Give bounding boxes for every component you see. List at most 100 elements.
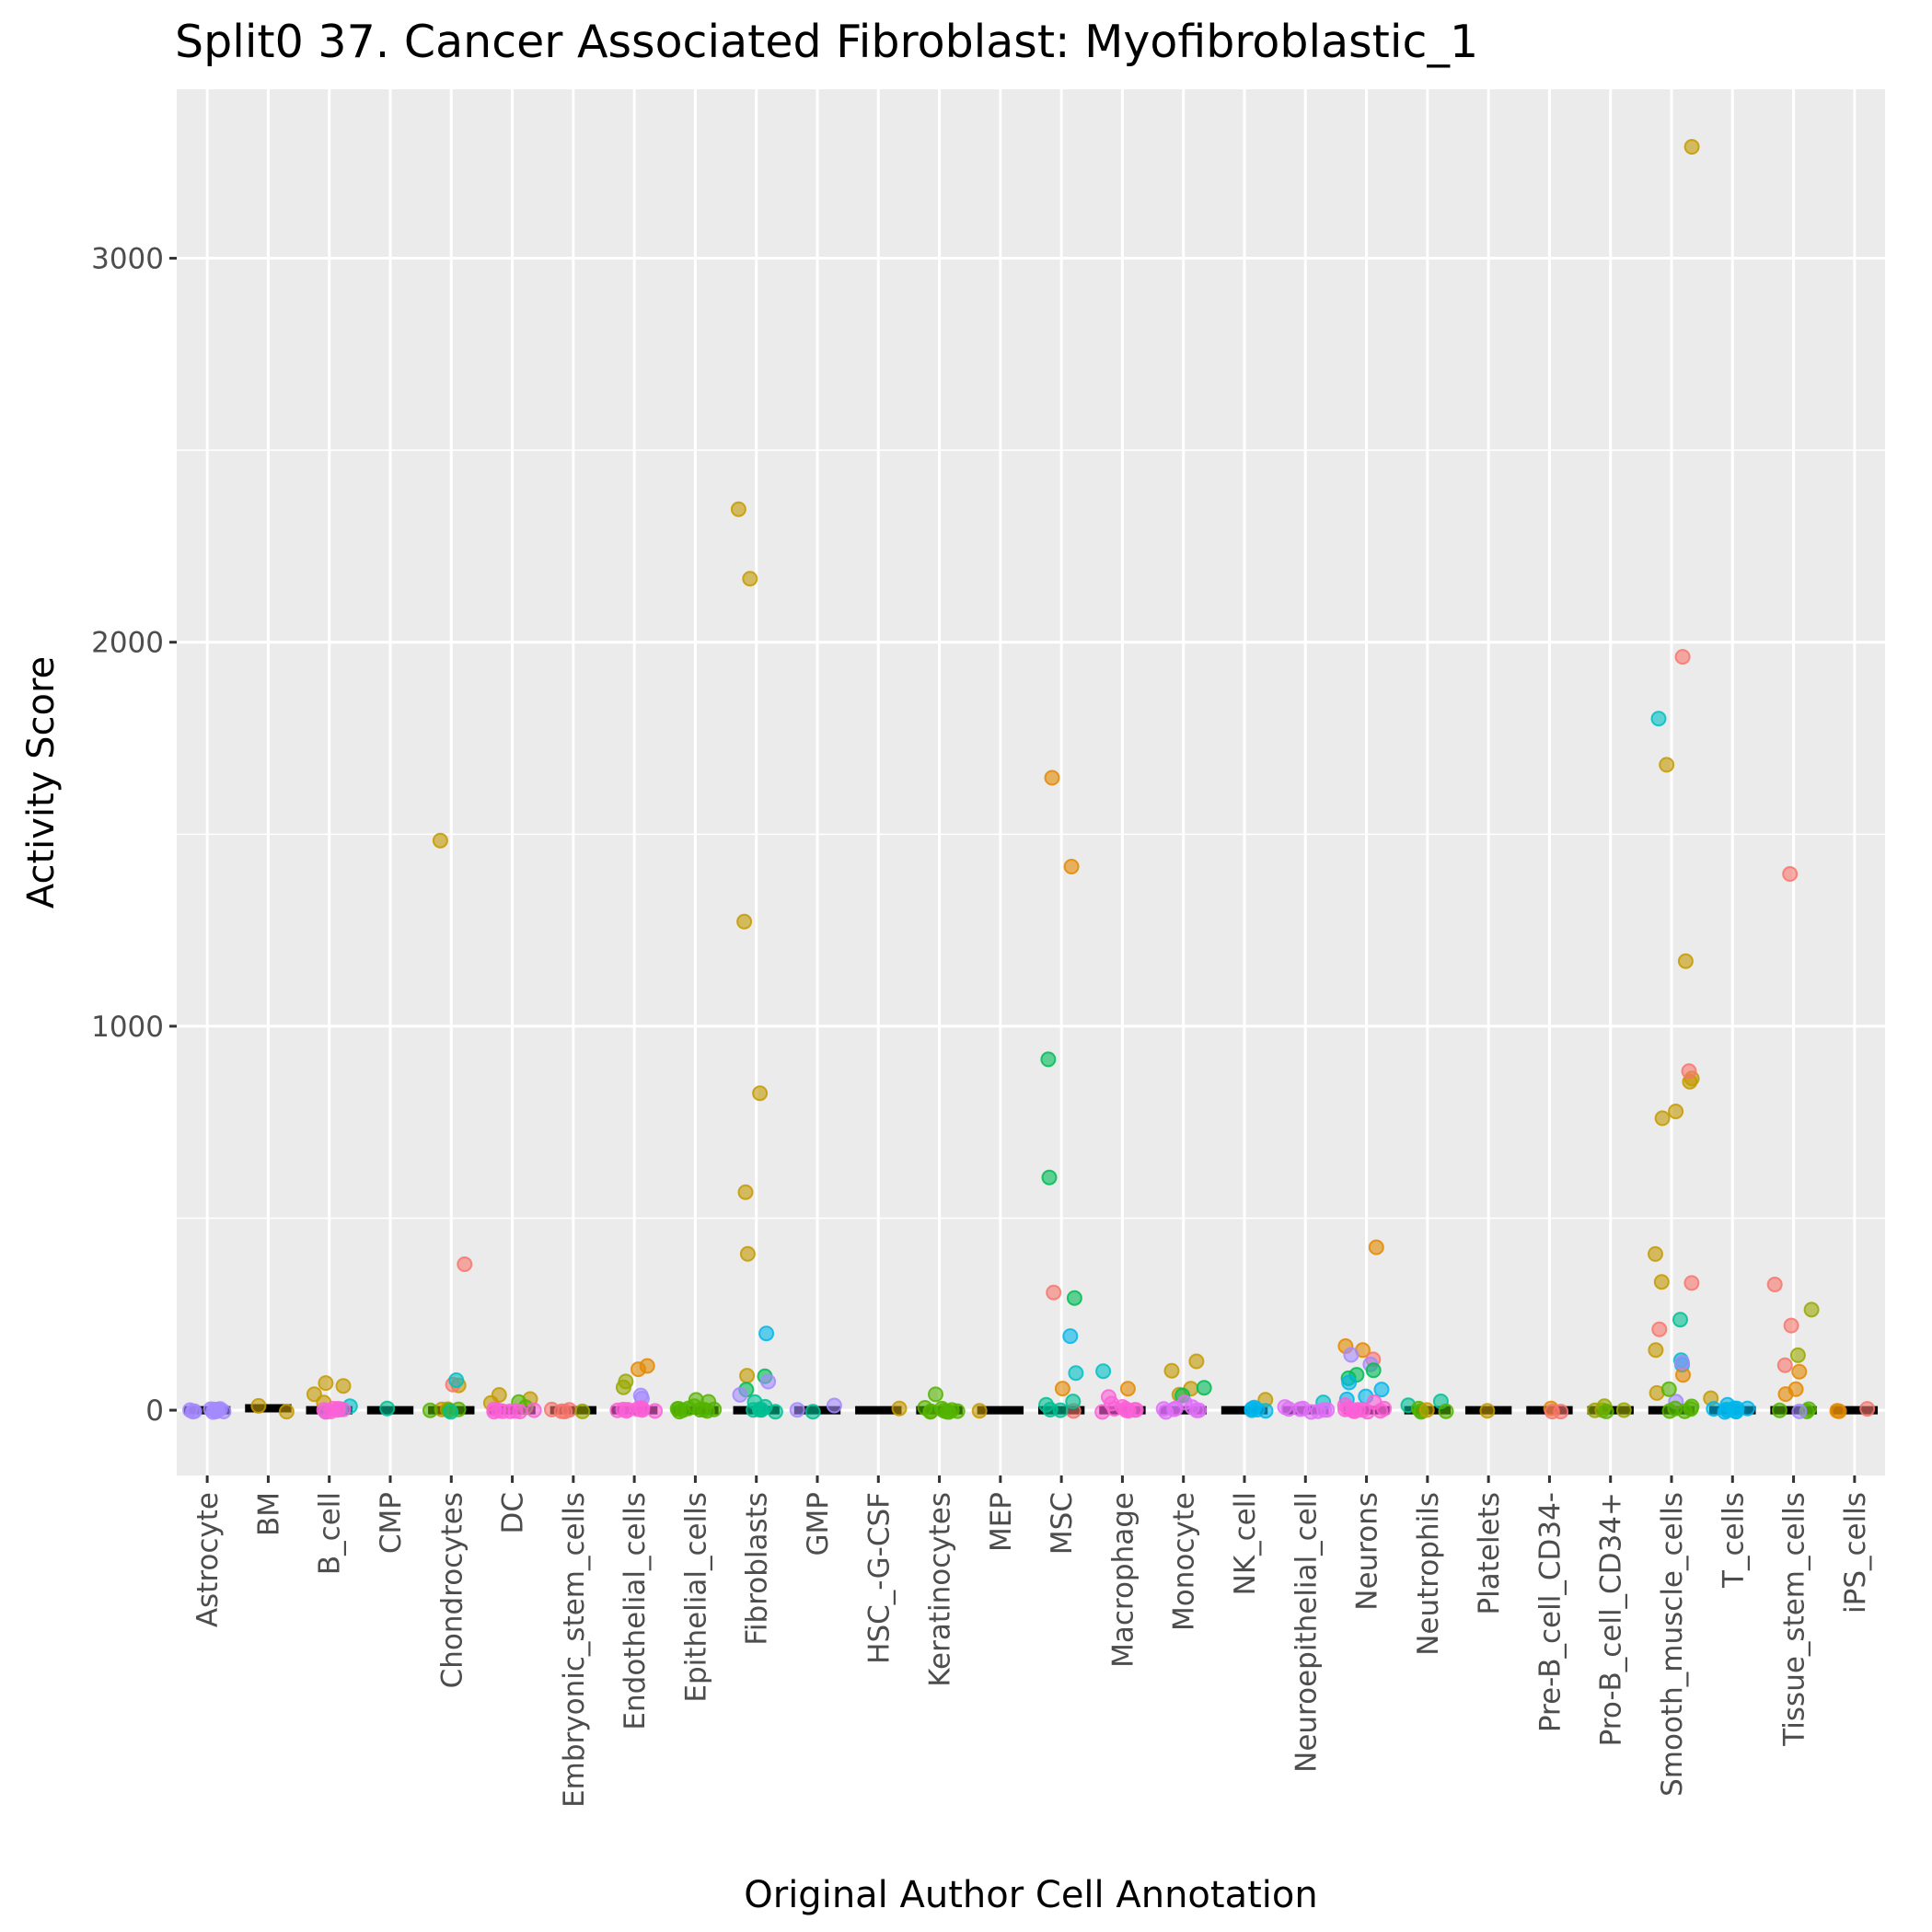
data-point <box>1046 1284 1062 1301</box>
x-tick-label: Keratinocytes <box>924 1492 957 1687</box>
data-point <box>1674 649 1691 665</box>
data-point <box>609 1402 626 1418</box>
data-point <box>1648 1245 1663 1262</box>
data-point <box>1783 1317 1799 1334</box>
data-point <box>1068 1365 1084 1382</box>
data-point <box>1766 1277 1783 1292</box>
x-tick-label: CMP <box>375 1492 408 1554</box>
data-point <box>335 1378 352 1394</box>
data-point <box>1368 1239 1384 1255</box>
data-point <box>379 1400 396 1417</box>
data-point <box>1041 1169 1058 1186</box>
data-point <box>574 1403 591 1419</box>
data-point <box>526 1402 542 1418</box>
data-point <box>1677 953 1694 969</box>
plot-panel <box>177 89 1885 1475</box>
data-point <box>647 1403 664 1419</box>
data-point <box>1672 1312 1688 1328</box>
data-point <box>1803 1301 1820 1318</box>
data-point <box>1683 1275 1700 1291</box>
data-point <box>736 913 753 930</box>
x-tick-label: Embryonic_stem_cells <box>558 1492 591 1808</box>
data-point <box>250 1397 267 1414</box>
y-axis-title: Activity Score <box>20 656 63 908</box>
data-point <box>1244 1402 1260 1418</box>
x-tick-label: MEP <box>985 1492 1018 1552</box>
data-point <box>1359 1404 1376 1420</box>
data-point <box>1553 1404 1569 1420</box>
x-tick-label: Neutrophils <box>1412 1492 1445 1656</box>
x-tick-label: Tissue_stem_cells <box>1778 1492 1811 1747</box>
data-point <box>432 832 448 849</box>
data-point <box>278 1404 295 1420</box>
data-point <box>928 1386 943 1403</box>
data-point <box>949 1403 966 1419</box>
data-point <box>306 1386 322 1403</box>
data-point <box>1438 1403 1454 1419</box>
data-point <box>971 1403 988 1419</box>
data-point <box>422 1402 438 1418</box>
x-tick-label: Chondrocytes <box>435 1492 469 1688</box>
data-point <box>1158 1404 1174 1420</box>
data-point <box>1188 1353 1205 1370</box>
x-tick-label: Neuroepithelial_cell <box>1290 1492 1323 1773</box>
data-point <box>561 1402 577 1418</box>
data-point <box>1667 1400 1683 1417</box>
data-point <box>742 571 758 587</box>
data-points <box>182 139 1876 1420</box>
data-point <box>826 1397 842 1414</box>
data-point <box>543 1401 560 1417</box>
data-point <box>1292 1401 1309 1417</box>
data-point <box>318 1404 334 1420</box>
data-point <box>457 1256 473 1272</box>
x-tick-label: NK_cell <box>1229 1492 1262 1595</box>
x-tick-label: Fibroblasts <box>741 1492 774 1646</box>
data-point <box>730 501 746 517</box>
data-point <box>1365 1362 1382 1379</box>
data-point <box>1376 1400 1393 1417</box>
data-point <box>737 1184 754 1200</box>
data-point <box>1791 1363 1808 1380</box>
x-tick-label: Endothelial_cells <box>619 1492 652 1730</box>
data-point <box>1777 1386 1794 1403</box>
data-point <box>1339 1400 1356 1417</box>
data-point <box>933 1400 950 1417</box>
data-point <box>443 1404 459 1420</box>
data-point <box>1054 1381 1070 1397</box>
data-point <box>1659 757 1675 773</box>
data-point <box>1598 1403 1614 1419</box>
x-tick-label: T_cells <box>1717 1492 1750 1589</box>
data-point <box>1341 1374 1358 1391</box>
data-point <box>753 1402 769 1418</box>
data-point <box>752 1085 769 1102</box>
data-point <box>631 1361 646 1378</box>
data-point <box>1654 1110 1671 1127</box>
data-point <box>1776 1357 1793 1373</box>
data-point <box>634 1402 651 1418</box>
data-point <box>1728 1404 1744 1420</box>
data-point <box>804 1404 821 1420</box>
x-tick-label: BM <box>252 1492 285 1536</box>
data-point <box>182 1402 199 1418</box>
data-point <box>1683 139 1700 155</box>
data-point <box>1653 1274 1670 1290</box>
data-point <box>1119 1381 1136 1397</box>
chart-title: Split0 37. Cancer Associated Fibroblast:… <box>175 16 1478 68</box>
data-point <box>1782 866 1799 882</box>
data-point <box>209 1402 226 1417</box>
data-point <box>767 1404 783 1420</box>
x-tick-label: Smooth_muscle_cells <box>1656 1492 1689 1797</box>
grid-major-lines <box>177 89 1885 1475</box>
x-tick-label: Epithelial_cells <box>679 1492 712 1703</box>
data-point <box>732 1386 748 1403</box>
data-point <box>1065 1394 1082 1410</box>
x-tick-label: iPS_cells <box>1839 1492 1872 1614</box>
data-point <box>1310 1403 1326 1419</box>
y-tick-label: 0 <box>145 1394 164 1428</box>
data-point <box>486 1401 503 1417</box>
data-point <box>1062 1328 1079 1345</box>
data-point <box>1418 1402 1435 1418</box>
x-tick-label: Astrocyte <box>191 1492 225 1627</box>
y-tick-label: 3000 <box>91 243 164 276</box>
